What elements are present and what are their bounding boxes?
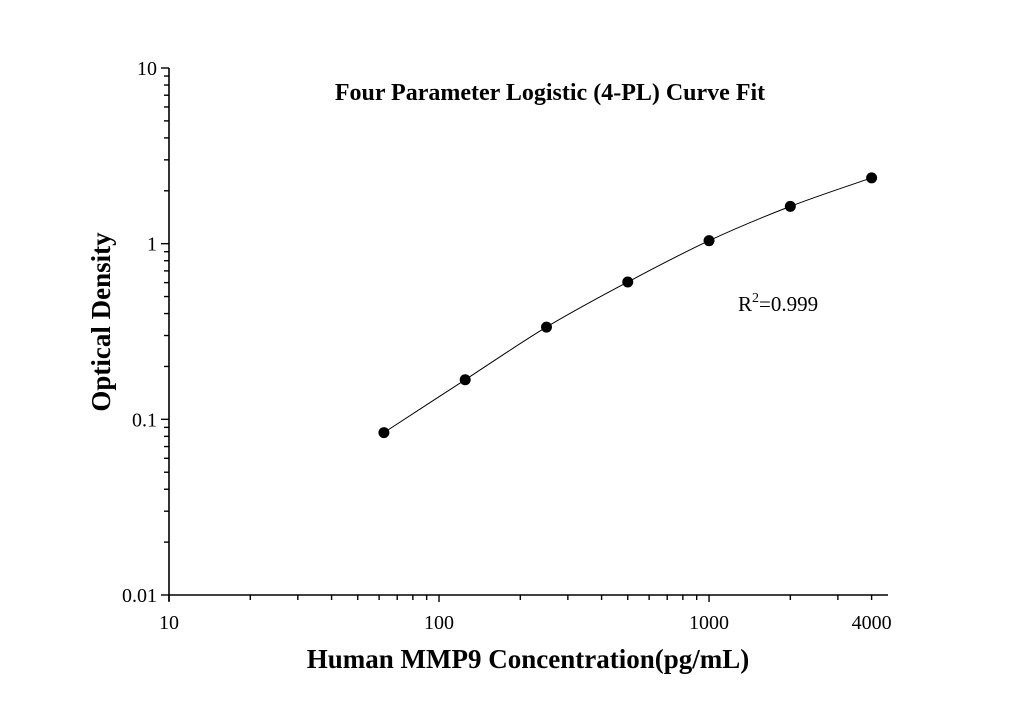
r-squared-annotation: R2=0.999 (738, 291, 818, 316)
axes: 10 100 1000 4000 0.01 0.1 1 10 (122, 58, 892, 634)
chart-title: Four Parameter Logistic (4-PL) Curve Fit (335, 80, 765, 106)
data-point (540, 321, 552, 333)
y-axis-title: Optical Density (86, 232, 116, 412)
y-tick-label: 0.1 (132, 409, 157, 431)
y-tick-label: 10 (137, 58, 157, 80)
data-point (459, 374, 471, 386)
x-tick-label: 4000 (852, 612, 892, 634)
data-point (866, 172, 878, 184)
x-tick-label: 100 (424, 612, 454, 634)
data-point (622, 276, 634, 288)
x-tick-label: 1000 (689, 612, 729, 634)
x-axis-title: Human MMP9 Concentration(pg/mL) (307, 644, 749, 674)
x-tick-label: 10 (159, 612, 179, 634)
y-tick-label: 1 (147, 234, 157, 256)
data-point (703, 235, 715, 247)
data-points-layer (378, 172, 878, 439)
data-point (378, 427, 390, 439)
y-tick-label: 0.01 (122, 585, 157, 607)
data-point (784, 200, 796, 212)
